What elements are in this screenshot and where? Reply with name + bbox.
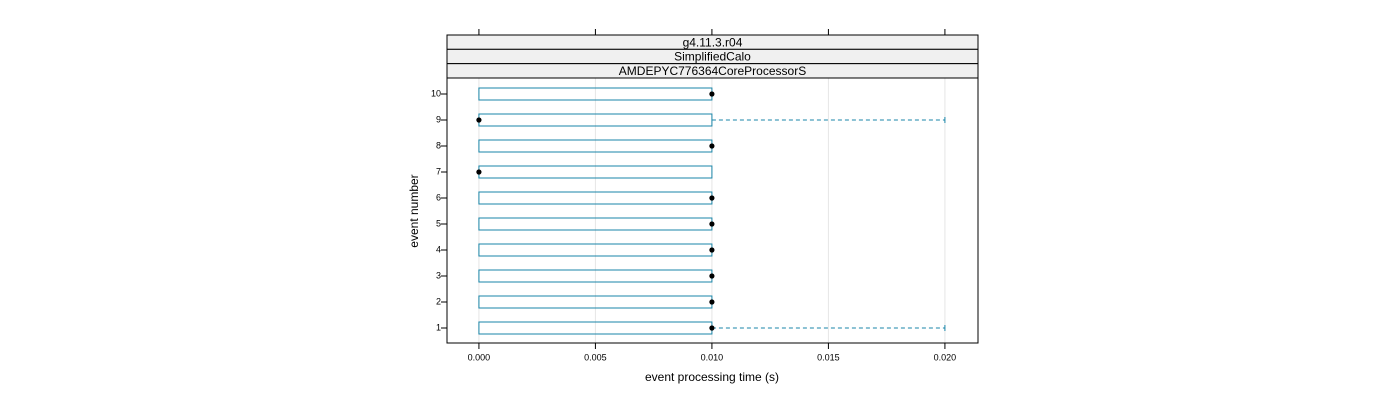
median-dot <box>709 247 715 253</box>
strip-label: AMDEPYC776364CoreProcessorS <box>619 64 806 78</box>
median-dot <box>476 169 482 175</box>
y-tick-label: 3 <box>436 270 441 280</box>
x-tick-label: 0.000 <box>468 352 491 362</box>
x-tick-label: 0.015 <box>817 352 840 362</box>
y-tick-label: 5 <box>436 218 441 228</box>
strip-label: g4.11.3.r04 <box>683 35 743 49</box>
median-dot <box>709 299 715 305</box>
y-tick-label: 10 <box>431 88 441 98</box>
y-tick-label: 8 <box>436 140 441 150</box>
panel <box>446 77 979 344</box>
y-tick-label: 6 <box>436 192 441 202</box>
strip-label: SimplifiedCalo <box>674 50 751 64</box>
y-axis-label: event number <box>407 174 421 247</box>
x-tick-label: 0.020 <box>934 352 957 362</box>
median-dot <box>709 273 715 279</box>
y-tick-label: 9 <box>436 114 441 124</box>
median-dot <box>709 221 715 227</box>
x-tick-label: 0.010 <box>701 352 724 362</box>
median-dot <box>709 91 715 97</box>
y-tick-label: 1 <box>436 322 441 332</box>
median-dot <box>709 195 715 201</box>
median-dot <box>476 117 482 123</box>
median-dot <box>709 325 715 331</box>
y-tick-label: 7 <box>436 166 441 176</box>
y-tick-label: 2 <box>436 296 441 306</box>
x-axis-label: event processing time (s) <box>645 370 779 384</box>
median-dot <box>709 143 715 149</box>
y-tick-label: 4 <box>436 244 441 254</box>
x-tick-label: 0.005 <box>584 352 607 362</box>
